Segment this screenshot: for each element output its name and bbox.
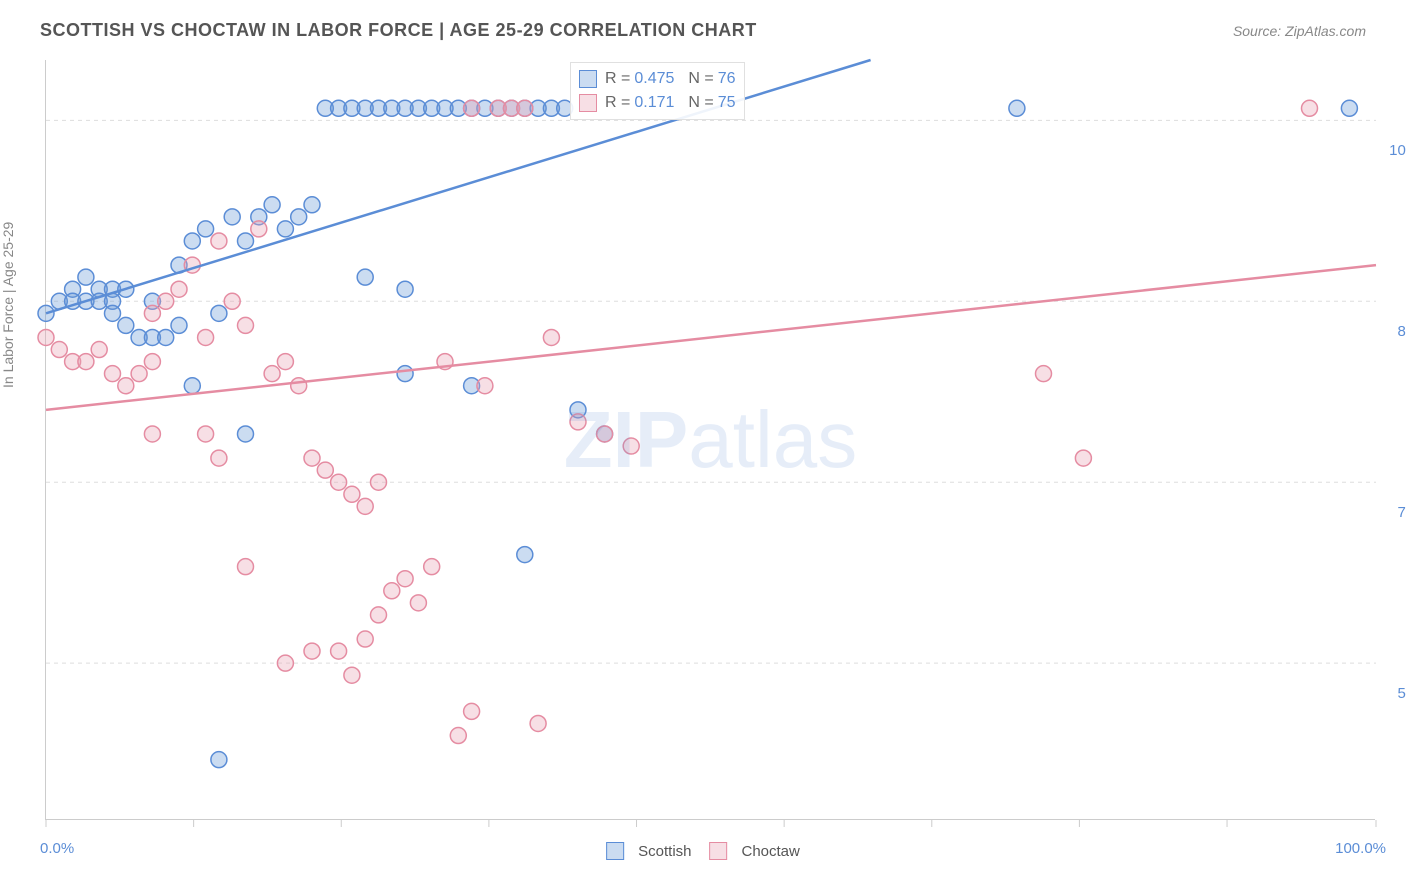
legend-n-label: N = bbox=[688, 70, 713, 88]
legend-n-value: 76 bbox=[718, 70, 736, 88]
ytick-label: 85.0% bbox=[1397, 323, 1406, 340]
chart-plot-area: ZIPatlas 55.0%70.0%85.0%100.0% bbox=[45, 60, 1375, 820]
ytick-label: 100.0% bbox=[1389, 142, 1406, 159]
legend-series-item: Scottish bbox=[606, 842, 691, 860]
legend-series-item: Choctaw bbox=[710, 842, 800, 860]
legend-swatch-icon bbox=[606, 842, 624, 860]
y-axis-label: In Labor Force | Age 25-29 bbox=[0, 222, 16, 388]
ytick-label: 70.0% bbox=[1397, 504, 1406, 521]
legend-swatch-icon bbox=[579, 94, 597, 112]
legend-correlation: R =0.475 N = 76 R =0.171 N = 75 bbox=[570, 62, 745, 120]
legend-series: Scottish Choctaw bbox=[606, 842, 800, 860]
legend-row: R =0.171 N = 75 bbox=[579, 91, 736, 115]
ytick-label: 55.0% bbox=[1397, 685, 1406, 702]
x-axis-max-label: 100.0% bbox=[1335, 840, 1386, 857]
legend-n-value: 75 bbox=[718, 94, 736, 112]
legend-r-value: 0.171 bbox=[634, 94, 674, 112]
legend-r-value: 0.475 bbox=[634, 70, 674, 88]
title-bar: SCOTTISH VS CHOCTAW IN LABOR FORCE | AGE… bbox=[0, 0, 1406, 51]
source-label: Source: ZipAtlas.com bbox=[1233, 23, 1366, 39]
legend-swatch-icon bbox=[710, 842, 728, 860]
legend-r-label: R = bbox=[605, 70, 630, 88]
chart-title: SCOTTISH VS CHOCTAW IN LABOR FORCE | AGE… bbox=[40, 20, 757, 41]
x-axis-min-label: 0.0% bbox=[40, 840, 74, 857]
chart-container: SCOTTISH VS CHOCTAW IN LABOR FORCE | AGE… bbox=[0, 0, 1406, 892]
legend-swatch-icon bbox=[579, 70, 597, 88]
legend-n-label: N = bbox=[688, 94, 713, 112]
legend-r-label: R = bbox=[605, 94, 630, 112]
legend-series-label: Scottish bbox=[638, 843, 691, 860]
chart-svg bbox=[46, 60, 1375, 819]
legend-series-label: Choctaw bbox=[742, 843, 800, 860]
legend-row: R =0.475 N = 76 bbox=[579, 67, 736, 91]
